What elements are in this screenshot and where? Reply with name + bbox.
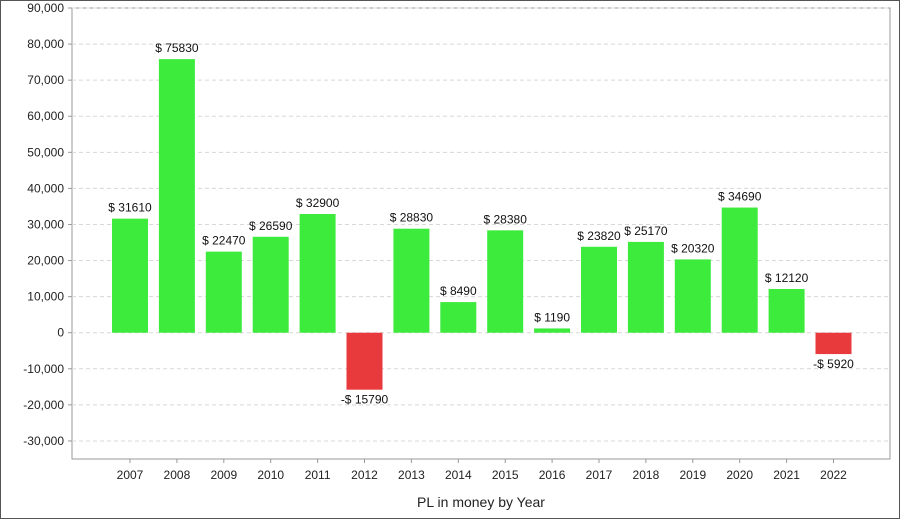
bar-2009 [205,251,242,333]
data-label-2018: $ 25170 [624,224,668,238]
bars [112,59,852,390]
x-axis: 2007 2008 2009 2010 2011 2012 2013 2014 2015 2016… [117,459,847,482]
x-tick-label-2022: 2022 [820,468,847,482]
x-tick-label-2008: 2008 [164,468,191,482]
y-axis: -30,000 -20,000 -10,000 0 10,000 20,000 30,000… [23,1,72,448]
data-label-2015: $ 28380 [484,212,528,226]
y-tick-label: -20,000 [23,398,64,412]
y-tick-label: 40,000 [27,181,64,195]
bar-2018 [627,241,664,333]
data-label-2022: -$ 5920 [813,357,854,371]
data-label-2007: $ 31610 [108,201,152,215]
data-label-2019: $ 20320 [671,241,715,255]
bar-2014 [440,302,477,333]
x-tick-label-2007: 2007 [117,468,144,482]
x-tick-label-2018: 2018 [633,468,660,482]
bar-2021 [768,288,805,333]
bar-2008 [158,59,195,333]
x-tick-label-2015: 2015 [492,468,519,482]
data-label-2008: $ 75830 [155,41,199,55]
data-label-2016: $ 1190 [534,310,570,324]
data-label-2017: $ 23820 [577,229,621,243]
data-label-2010: $ 26590 [249,219,293,233]
bar-2012 [346,332,383,390]
data-label-2011: $ 32900 [296,196,340,210]
bar-2019 [674,259,711,333]
y-tick-label: 0 [57,326,64,340]
bar-2011 [299,214,336,333]
bar-2013 [393,228,430,333]
y-tick-label: 50,000 [27,145,64,159]
y-tick-label: 30,000 [27,217,64,231]
x-tick-label-2021: 2021 [773,468,800,482]
bar-2015 [487,230,524,333]
x-tick-label-2020: 2020 [726,468,753,482]
y-tick-label: -30,000 [23,434,64,448]
x-tick-label-2009: 2009 [210,468,237,482]
data-label-2009: $ 22470 [202,234,246,248]
y-tick-label: -10,000 [23,362,64,376]
x-axis-title: PL in money by Year [417,494,545,510]
y-tick-label: 70,000 [27,73,64,87]
y-tick-label: 10,000 [27,290,64,304]
x-tick-label-2011: 2011 [305,468,331,482]
x-tick-label-2017: 2017 [586,468,613,482]
x-tick-label-2014: 2014 [445,468,472,482]
bar-2020 [721,207,758,333]
x-tick-label-2013: 2013 [398,468,425,482]
data-label-2013: $ 28830 [390,211,434,225]
x-tick-label-2016: 2016 [539,468,566,482]
data-label-2020: $ 34690 [718,190,762,204]
data-label-2014: $ 8490 [440,284,477,298]
x-tick-label-2012: 2012 [351,468,378,482]
x-tick-label-2010: 2010 [257,468,284,482]
data-label-2021: $ 12120 [765,271,809,285]
bar-2017 [581,246,617,333]
data-labels: $ 31610 $ 75830 $ 22470$ 26590$ 32900 -$ 15… [108,41,854,407]
y-tick-label: 60,000 [27,109,64,123]
y-tick-label: 80,000 [27,37,64,51]
bar-2022 [815,332,852,355]
bar-2010 [252,236,289,333]
bar-2016 [534,328,571,333]
data-label-2012: -$ 15790 [341,393,389,407]
y-tick-label: 20,000 [27,254,64,268]
bar-2007 [112,218,148,333]
x-tick-label-2019: 2019 [679,468,706,482]
y-tick-label: 90,000 [27,1,64,15]
